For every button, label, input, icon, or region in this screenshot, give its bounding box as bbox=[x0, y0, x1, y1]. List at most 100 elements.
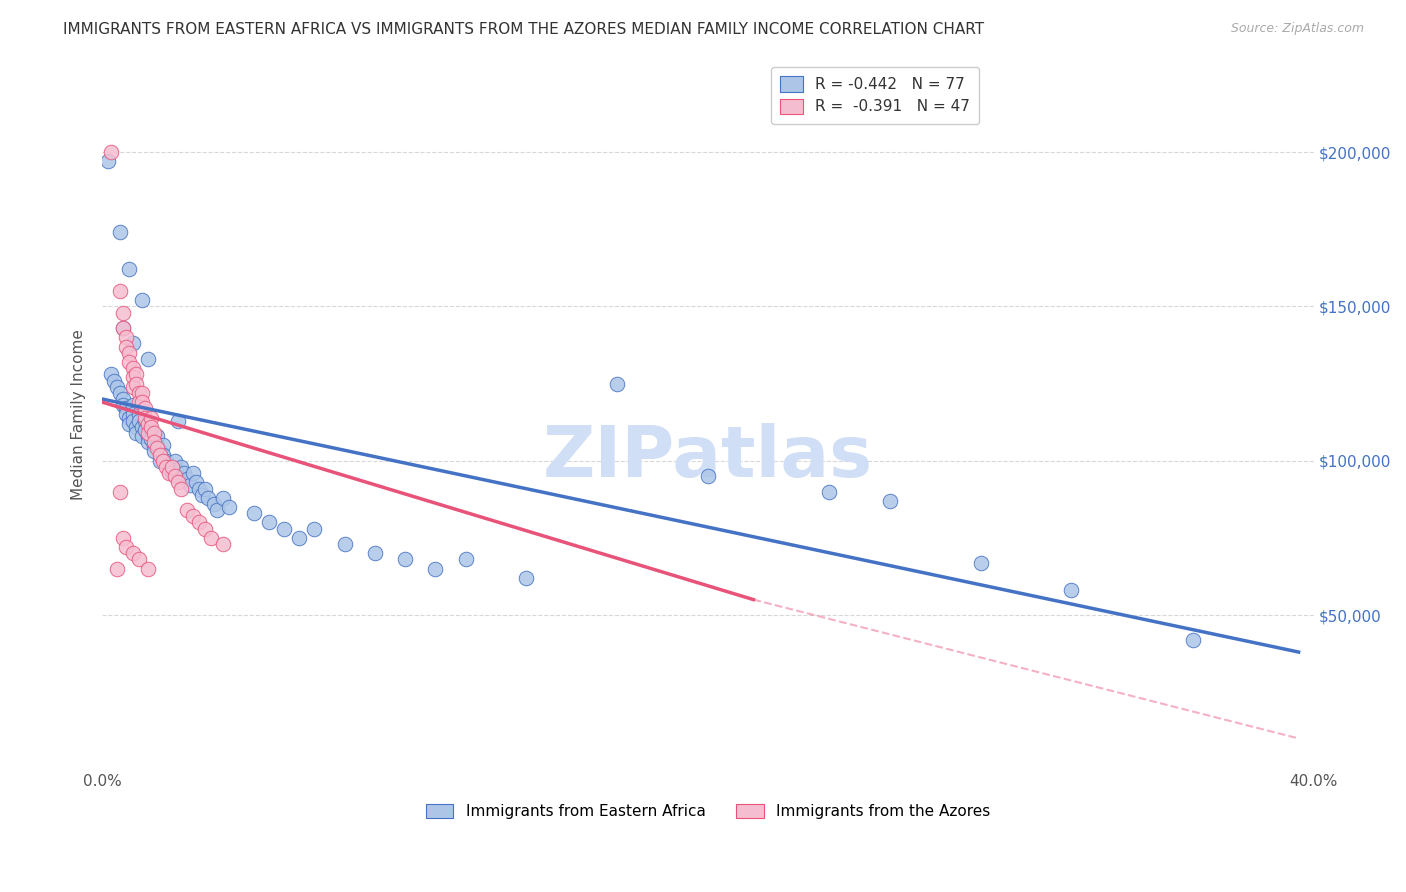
Point bbox=[152, 448, 174, 462]
Point bbox=[136, 351, 159, 366]
Point bbox=[128, 408, 150, 422]
Point bbox=[134, 414, 156, 428]
Point bbox=[181, 509, 204, 524]
Point bbox=[105, 379, 128, 393]
Point bbox=[115, 340, 138, 354]
Text: Source: ZipAtlas.com: Source: ZipAtlas.com bbox=[1230, 22, 1364, 36]
Point bbox=[118, 355, 141, 369]
Point bbox=[142, 425, 165, 440]
Point bbox=[155, 459, 177, 474]
Point bbox=[110, 226, 132, 240]
Point bbox=[149, 448, 172, 462]
Point bbox=[139, 423, 162, 437]
Point bbox=[124, 425, 146, 440]
Point bbox=[257, 516, 280, 530]
Point bbox=[606, 376, 628, 391]
Point bbox=[110, 484, 132, 499]
Point bbox=[160, 466, 183, 480]
Point bbox=[149, 444, 172, 458]
Point bbox=[121, 370, 143, 384]
Point bbox=[697, 469, 720, 483]
Point bbox=[170, 459, 193, 474]
Point bbox=[160, 459, 183, 474]
Point bbox=[136, 435, 159, 450]
Point bbox=[128, 395, 150, 409]
Point bbox=[242, 506, 264, 520]
Point bbox=[100, 145, 122, 160]
Point bbox=[302, 522, 325, 536]
Point bbox=[112, 531, 135, 545]
Point bbox=[105, 562, 128, 576]
Point bbox=[124, 376, 146, 391]
Point bbox=[273, 522, 295, 536]
Point bbox=[112, 398, 135, 412]
Text: ZIPatlas: ZIPatlas bbox=[543, 423, 873, 491]
Point bbox=[176, 472, 198, 486]
Point bbox=[179, 478, 201, 492]
Point bbox=[515, 571, 537, 585]
Point bbox=[139, 410, 162, 425]
Point bbox=[112, 321, 135, 335]
Point bbox=[112, 305, 135, 319]
Point bbox=[131, 429, 153, 443]
Point bbox=[212, 491, 235, 505]
Point bbox=[152, 438, 174, 452]
Point bbox=[131, 385, 153, 400]
Point bbox=[121, 379, 143, 393]
Point bbox=[131, 293, 153, 308]
Point bbox=[142, 435, 165, 450]
Point bbox=[202, 497, 225, 511]
Point bbox=[134, 401, 156, 416]
Point bbox=[121, 336, 143, 351]
Point bbox=[115, 408, 138, 422]
Point bbox=[167, 475, 190, 490]
Point bbox=[115, 330, 138, 344]
Point bbox=[112, 321, 135, 335]
Point bbox=[136, 562, 159, 576]
Y-axis label: Median Family Income: Median Family Income bbox=[72, 329, 86, 500]
Point bbox=[157, 459, 180, 474]
Point bbox=[118, 262, 141, 277]
Point bbox=[163, 469, 186, 483]
Point bbox=[879, 493, 901, 508]
Point bbox=[134, 423, 156, 437]
Point bbox=[145, 442, 167, 456]
Text: IMMIGRANTS FROM EASTERN AFRICA VS IMMIGRANTS FROM THE AZORES MEDIAN FAMILY INCOM: IMMIGRANTS FROM EASTERN AFRICA VS IMMIGR… bbox=[63, 22, 984, 37]
Point bbox=[1181, 632, 1204, 647]
Point bbox=[131, 419, 153, 434]
Point bbox=[145, 438, 167, 452]
Point bbox=[110, 284, 132, 298]
Point bbox=[333, 537, 356, 551]
Point bbox=[394, 552, 416, 566]
Point bbox=[121, 414, 143, 428]
Point bbox=[115, 540, 138, 554]
Point bbox=[163, 454, 186, 468]
Point bbox=[110, 385, 132, 400]
Point bbox=[197, 491, 219, 505]
Point bbox=[170, 482, 193, 496]
Point bbox=[194, 482, 217, 496]
Point bbox=[121, 546, 143, 560]
Point bbox=[121, 398, 143, 412]
Point bbox=[167, 469, 190, 483]
Point bbox=[173, 466, 195, 480]
Point bbox=[969, 556, 991, 570]
Point bbox=[176, 503, 198, 517]
Point bbox=[112, 392, 135, 406]
Point bbox=[136, 425, 159, 440]
Point bbox=[207, 503, 229, 517]
Point bbox=[155, 454, 177, 468]
Point bbox=[288, 531, 311, 545]
Point bbox=[454, 552, 477, 566]
Point bbox=[218, 500, 240, 514]
Point bbox=[131, 395, 153, 409]
Point bbox=[121, 361, 143, 376]
Point bbox=[124, 419, 146, 434]
Point bbox=[163, 463, 186, 477]
Point bbox=[167, 414, 190, 428]
Point bbox=[149, 454, 172, 468]
Point bbox=[128, 385, 150, 400]
Point bbox=[134, 410, 156, 425]
Point bbox=[103, 374, 125, 388]
Point bbox=[188, 516, 211, 530]
